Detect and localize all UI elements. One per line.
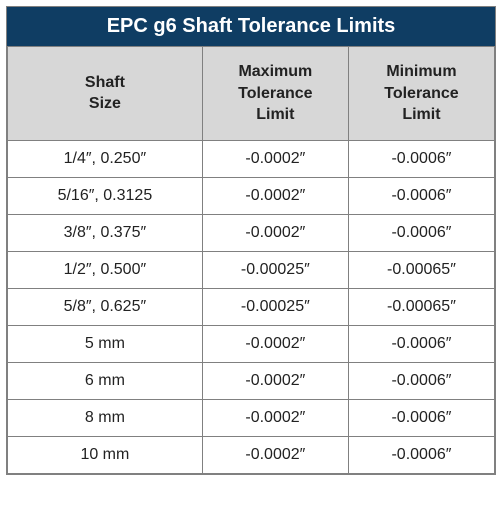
- table-title: EPC g6 Shaft Tolerance Limits: [7, 7, 495, 46]
- table-header: Shaft Size Maximum Tolerance Limit Minim…: [8, 47, 495, 141]
- table-row: 5/8″, 0.625″-0.00025″-0.00065″: [8, 288, 495, 325]
- cell-size: 5/16″, 0.3125: [8, 177, 203, 214]
- cell-min: -0.00065″: [348, 288, 494, 325]
- cell-max: -0.0002″: [202, 214, 348, 251]
- table-row: 6 mm-0.0002″-0.0006″: [8, 362, 495, 399]
- col2-line2: Tolerance: [384, 85, 458, 102]
- cell-min: -0.0006″: [348, 362, 494, 399]
- cell-min: -0.0006″: [348, 177, 494, 214]
- cell-max: -0.0002″: [202, 362, 348, 399]
- col2-line1: Minimum: [386, 63, 456, 80]
- cell-size: 10 mm: [8, 436, 203, 473]
- cell-min: -0.0006″: [348, 140, 494, 177]
- col-header-shaft-size: Shaft Size: [8, 47, 203, 141]
- cell-min: -0.0006″: [348, 214, 494, 251]
- cell-max: -0.0002″: [202, 177, 348, 214]
- cell-size: 8 mm: [8, 399, 203, 436]
- cell-min: -0.0006″: [348, 325, 494, 362]
- table-row: 1/2″, 0.500″-0.00025″-0.00065″: [8, 251, 495, 288]
- cell-size: 5 mm: [8, 325, 203, 362]
- col0-line2: Size: [89, 95, 121, 112]
- cell-max: -0.00025″: [202, 288, 348, 325]
- cell-size: 6 mm: [8, 362, 203, 399]
- cell-min: -0.0006″: [348, 436, 494, 473]
- table-body: 1/4″, 0.250″-0.0002″-0.0006″5/16″, 0.312…: [8, 140, 495, 473]
- cell-size: 3/8″, 0.375″: [8, 214, 203, 251]
- header-row: Shaft Size Maximum Tolerance Limit Minim…: [8, 47, 495, 141]
- table-row: 8 mm-0.0002″-0.0006″: [8, 399, 495, 436]
- cell-max: -0.00025″: [202, 251, 348, 288]
- cell-size: 1/4″, 0.250″: [8, 140, 203, 177]
- cell-min: -0.0006″: [348, 399, 494, 436]
- table-row: 3/8″, 0.375″-0.0002″-0.0006″: [8, 214, 495, 251]
- cell-size: 5/8″, 0.625″: [8, 288, 203, 325]
- tolerance-table-container: EPC g6 Shaft Tolerance Limits Shaft Size…: [6, 6, 496, 475]
- col1-line2: Tolerance: [238, 85, 312, 102]
- table-row: 1/4″, 0.250″-0.0002″-0.0006″: [8, 140, 495, 177]
- cell-min: -0.00065″: [348, 251, 494, 288]
- cell-max: -0.0002″: [202, 399, 348, 436]
- col-header-max-tol: Maximum Tolerance Limit: [202, 47, 348, 141]
- col1-line3: Limit: [256, 106, 294, 123]
- table-row: 5 mm-0.0002″-0.0006″: [8, 325, 495, 362]
- col0-line1: Shaft: [85, 74, 125, 91]
- table-row: 5/16″, 0.3125-0.0002″-0.0006″: [8, 177, 495, 214]
- cell-max: -0.0002″: [202, 140, 348, 177]
- col-header-min-tol: Minimum Tolerance Limit: [348, 47, 494, 141]
- cell-size: 1/2″, 0.500″: [8, 251, 203, 288]
- tolerance-table: Shaft Size Maximum Tolerance Limit Minim…: [7, 46, 495, 474]
- cell-max: -0.0002″: [202, 436, 348, 473]
- col1-line1: Maximum: [238, 63, 312, 80]
- col2-line3: Limit: [402, 106, 440, 123]
- cell-max: -0.0002″: [202, 325, 348, 362]
- table-row: 10 mm-0.0002″-0.0006″: [8, 436, 495, 473]
